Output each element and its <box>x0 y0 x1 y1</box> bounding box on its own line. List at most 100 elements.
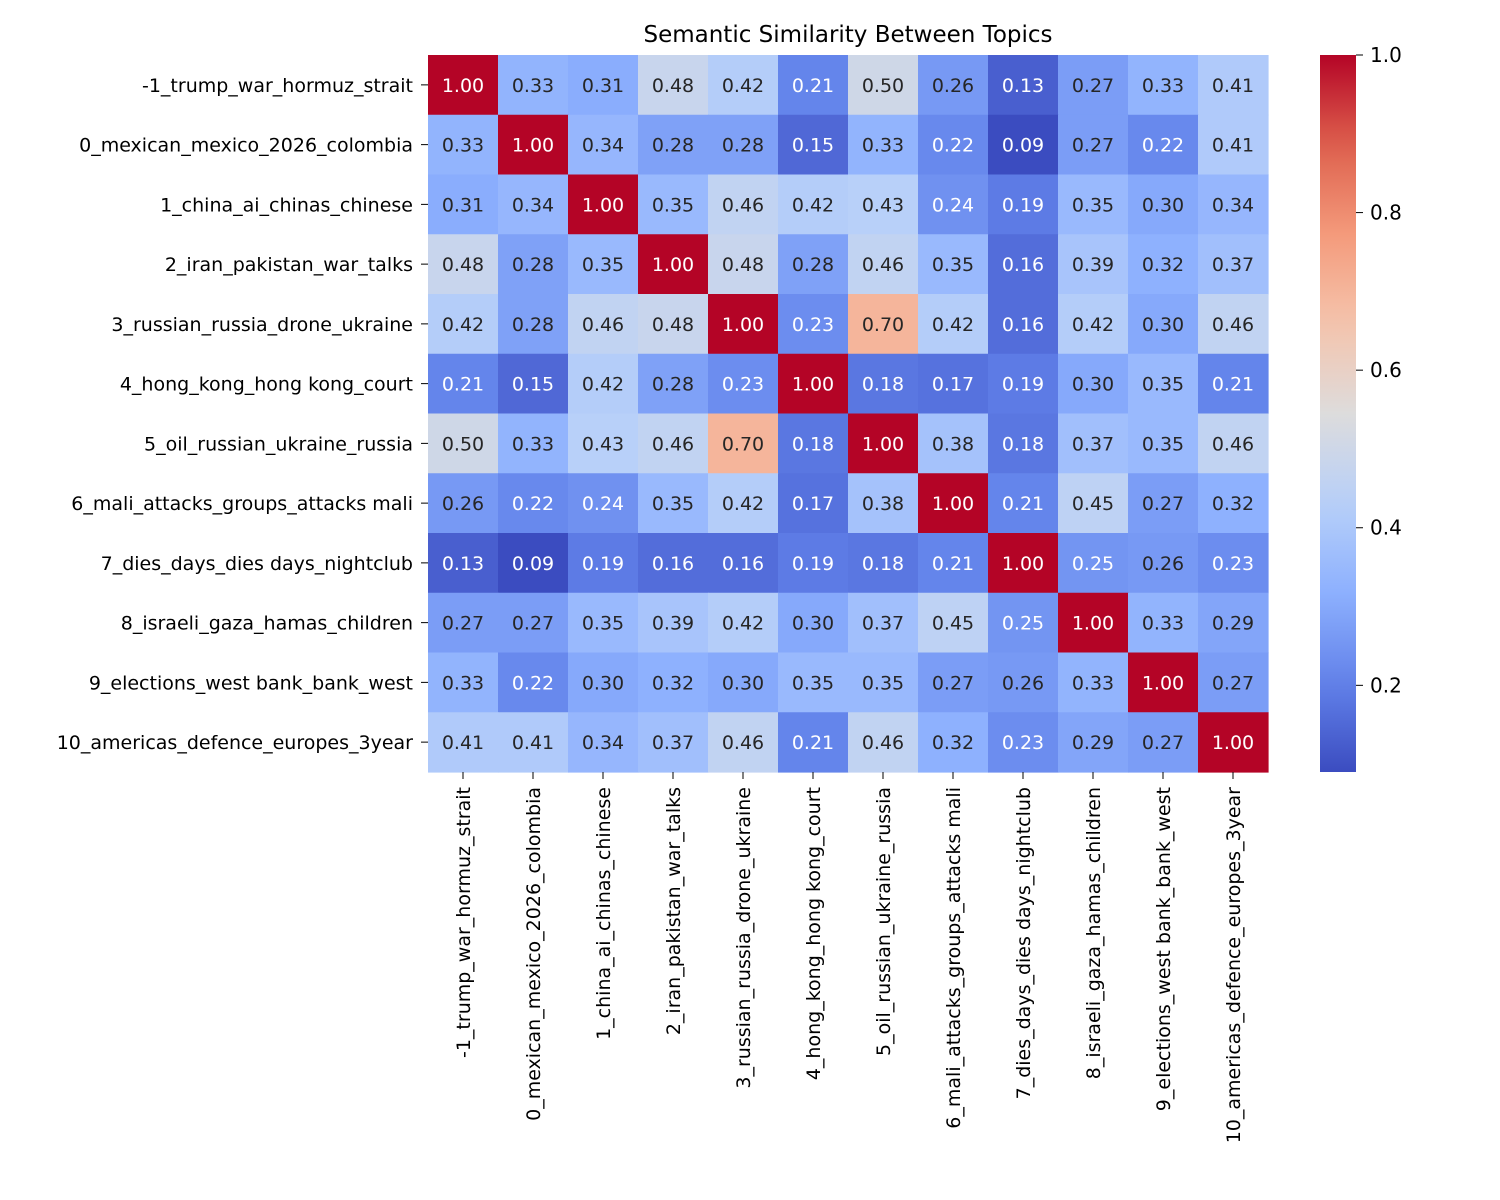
heatmap-cell <box>778 234 849 295</box>
cell-value-label: 0.19 <box>792 553 834 575</box>
heatmap-cell <box>1058 533 1129 594</box>
cell-value-label: 0.27 <box>1212 672 1254 694</box>
cell-value-label: 0.22 <box>512 493 554 515</box>
heatmap-cell <box>1128 234 1199 295</box>
heatmap-cell <box>1058 294 1129 355</box>
cell-value-label: 0.35 <box>792 672 834 694</box>
cell-value-label: 0.32 <box>1212 493 1254 515</box>
cell-value-label: 0.18 <box>862 553 904 575</box>
cell-value-label: 0.19 <box>1002 374 1044 396</box>
heatmap-cell <box>1198 592 1269 654</box>
cell-value-label: 0.39 <box>652 613 694 635</box>
cell-value-label: 0.35 <box>1142 374 1184 396</box>
heatmap-cell <box>988 174 1059 235</box>
heatmap-cell <box>428 533 499 594</box>
cell-value-label: 0.31 <box>442 194 484 216</box>
cell-value-label: 0.19 <box>1002 194 1044 216</box>
y-tick-label: 9_elections_west bank_bank_west <box>89 672 413 694</box>
y-tick-label: 5_oil_russian_ukraine_russia <box>144 433 413 455</box>
cell-value-label: 0.45 <box>1072 493 1114 515</box>
heatmap-cell <box>988 652 1059 713</box>
cell-value-label: 0.42 <box>442 314 484 336</box>
heatmap-cell <box>638 234 709 295</box>
cell-value-label: 0.18 <box>1002 433 1044 455</box>
cell-value-label: 0.27 <box>1142 732 1184 754</box>
heatmap-cell <box>1058 413 1129 474</box>
cell-value-label: 0.33 <box>1142 613 1184 635</box>
cell-value-label: 0.28 <box>792 254 834 276</box>
heatmap-cell <box>1058 234 1129 295</box>
cell-value-label: 0.41 <box>512 732 554 754</box>
cell-value-label: 0.42 <box>582 374 624 396</box>
colorbar-tick-label: 1.0 <box>1370 43 1402 67</box>
heatmap-cell <box>568 353 639 415</box>
cell-value-label: 0.42 <box>722 493 764 515</box>
cell-value-label: 0.13 <box>442 553 484 575</box>
cell-value-label: 0.48 <box>442 254 484 276</box>
cell-value-label: 0.46 <box>1212 433 1254 455</box>
cell-value-label: 0.30 <box>1142 314 1184 336</box>
cell-value-label: 1.00 <box>1142 672 1184 694</box>
cell-value-label: 0.21 <box>792 732 834 754</box>
x-tick-label: 4_hong_kong_hong kong_court <box>803 787 825 1080</box>
heatmap-cell <box>848 533 919 594</box>
heatmap-cell <box>1128 114 1199 176</box>
heatmap-cell <box>778 413 849 474</box>
cell-value-label: 0.27 <box>1072 75 1114 97</box>
x-tick-label: 0_mexican_mexico_2026_colombia <box>523 787 545 1121</box>
cell-value-label: 0.29 <box>1072 732 1114 754</box>
cell-value-label: 0.28 <box>652 374 694 396</box>
heatmap-cell <box>918 592 989 654</box>
cell-value-label: 0.09 <box>1002 135 1044 157</box>
heatmap-cell <box>568 473 639 534</box>
heatmap-cell <box>988 114 1059 176</box>
cell-value-label: 0.46 <box>862 254 904 276</box>
cell-value-label: 1.00 <box>862 433 904 455</box>
x-tick-label: 10_americas_defence_europes_3year <box>1223 787 1245 1143</box>
heatmap-cell <box>638 473 709 534</box>
cell-value-label: 0.35 <box>1142 433 1184 455</box>
cell-value-label: 0.09 <box>512 553 554 575</box>
heatmap-cell <box>988 533 1059 594</box>
cell-value-label: 0.41 <box>1212 135 1254 157</box>
cell-value-label: 0.48 <box>652 75 694 97</box>
cell-value-label: 0.30 <box>582 672 624 694</box>
heatmap-cell <box>638 55 709 116</box>
cell-value-label: 0.35 <box>652 493 694 515</box>
heatmap-cell <box>428 592 499 654</box>
cell-value-label: 0.37 <box>862 613 904 635</box>
heatmap-cell <box>778 533 849 594</box>
heatmap-cell <box>568 174 639 235</box>
cell-value-label: 0.25 <box>1072 553 1114 575</box>
heatmap-cell <box>568 533 639 594</box>
heatmap-cell <box>1128 353 1199 415</box>
cell-value-label: 0.37 <box>1212 254 1254 276</box>
heatmap-cell <box>568 114 639 176</box>
cell-value-label: 0.18 <box>792 433 834 455</box>
cell-value-label: 0.21 <box>442 374 484 396</box>
cell-value-label: 0.28 <box>512 254 554 276</box>
heatmap-cell <box>848 174 919 235</box>
cell-value-label: 0.18 <box>862 374 904 396</box>
cell-value-label: 0.35 <box>1072 194 1114 216</box>
cell-value-label: 0.42 <box>722 75 764 97</box>
cell-value-label: 0.46 <box>582 314 624 336</box>
cell-value-label: 0.41 <box>1212 75 1254 97</box>
heatmap-cells: 1.00 0.33 0.31 0.48 0.42 0.21 0.50 0.26 0.13 0.27… <box>428 55 1269 773</box>
cell-value-label: 1.00 <box>1072 613 1114 635</box>
cell-value-label: 0.23 <box>722 374 764 396</box>
heatmap-cell <box>1128 712 1199 773</box>
cell-value-label: 0.35 <box>652 194 694 216</box>
cell-value-label: 0.31 <box>582 75 624 97</box>
cell-value-label: 0.34 <box>582 135 624 157</box>
cell-value-label: 0.24 <box>932 194 974 216</box>
x-tick-label: 6_mali_attacks_groups_attacks mali <box>943 787 965 1129</box>
heatmap-cell <box>1128 473 1199 534</box>
heatmap-cell <box>498 592 569 654</box>
heatmap-cell <box>988 413 1059 474</box>
cell-value-label: 1.00 <box>582 194 624 216</box>
heatmap-cell <box>428 294 499 355</box>
cell-value-label: 1.00 <box>1212 732 1254 754</box>
cell-value-label: 0.23 <box>1212 553 1254 575</box>
